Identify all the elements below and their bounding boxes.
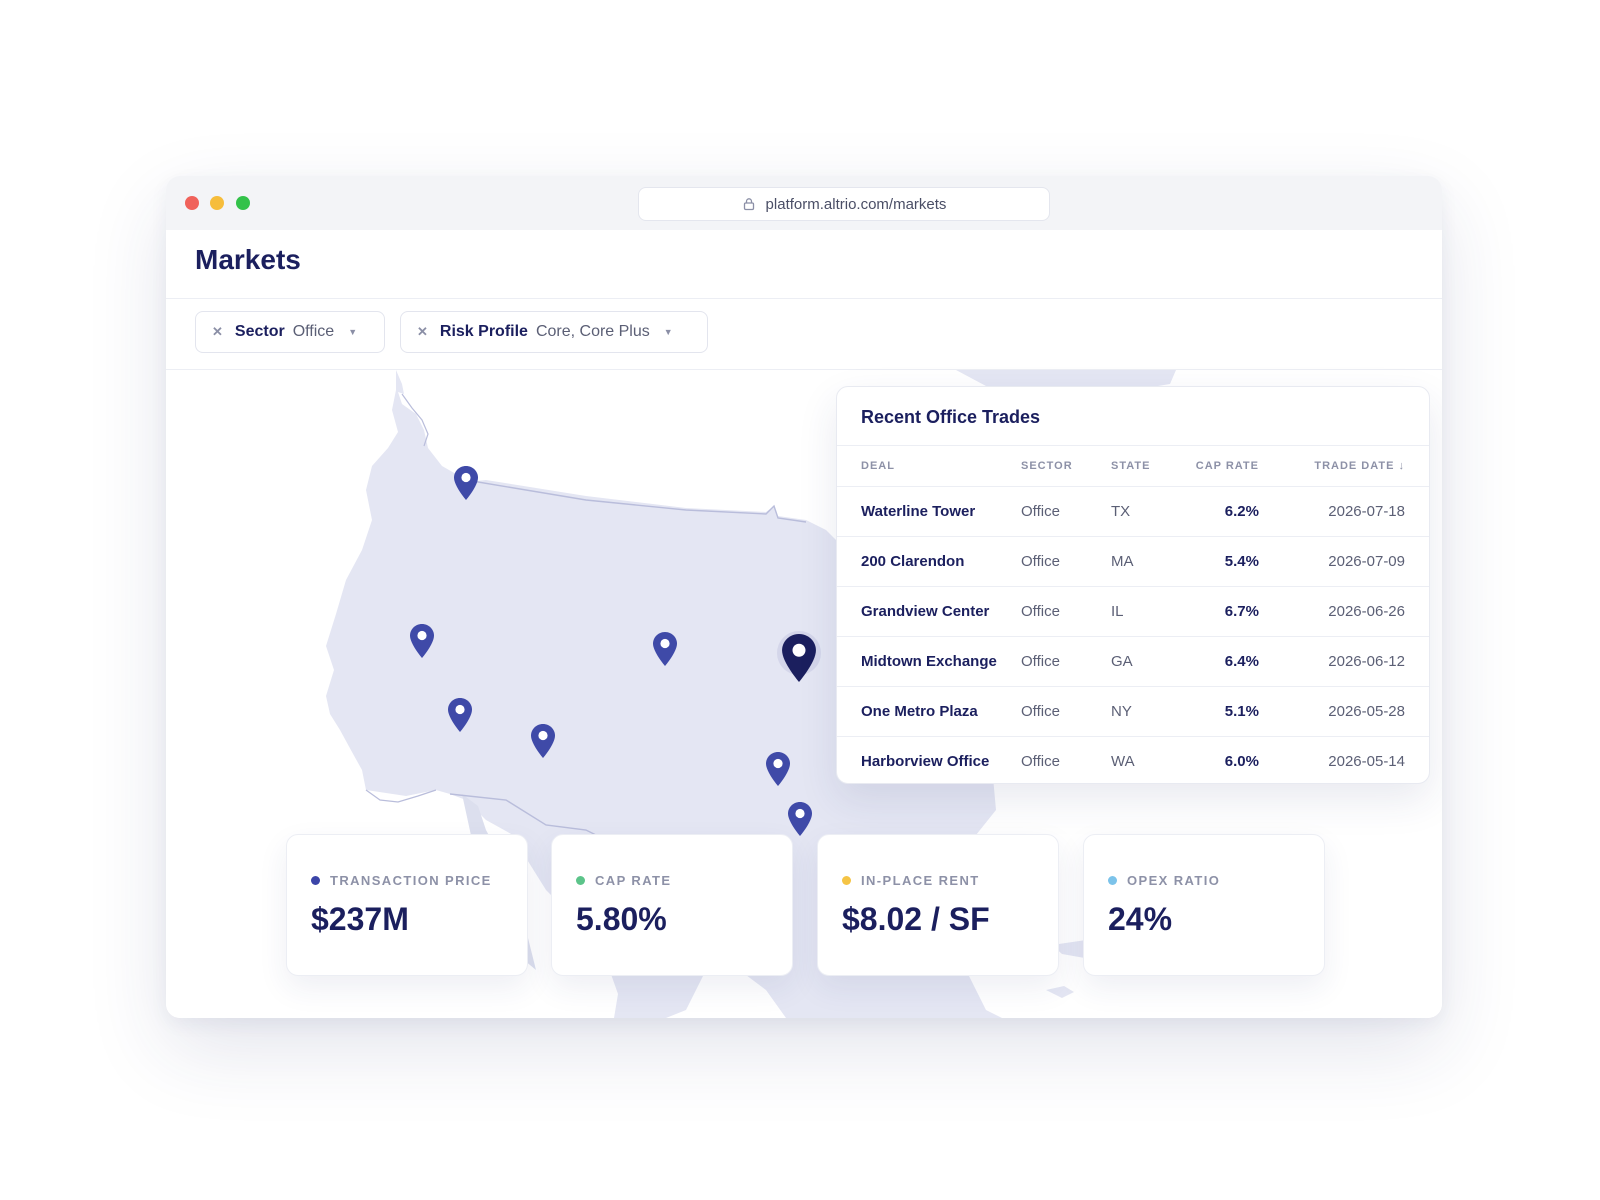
- legend-dot-icon: [311, 876, 320, 885]
- sector-cell: Office: [1021, 636, 1111, 687]
- cap-rate-cell: 5.4%: [1189, 536, 1259, 587]
- kpi-value: $237M: [311, 901, 409, 937]
- filter-value: Core, Core Plus: [535, 323, 650, 340]
- table-row[interactable]: Waterline Tower Office TX 6.2% 2026-07-1…: [837, 486, 1429, 537]
- table-row[interactable]: Grandview Center Office IL 6.7% 2026-06-…: [837, 586, 1429, 637]
- deal-name[interactable]: Grandview Center: [837, 586, 1021, 637]
- kpi-label: OPEX RATIO: [1108, 873, 1220, 888]
- table-header-row: DEAL SECTOR STATE CAP RATE TRADE DATE ↓: [837, 445, 1429, 487]
- sector-cell: Office: [1021, 586, 1111, 637]
- kpi-card-transaction-price: TRANSACTION PRICE $237M: [286, 834, 528, 976]
- filter-key: Sector: [234, 323, 285, 340]
- trade-date-cell: 2026-06-26: [1259, 586, 1429, 637]
- state-cell: MA: [1111, 536, 1189, 587]
- deal-name[interactable]: 200 Clarendon: [837, 536, 1021, 587]
- column-header-cap-rate[interactable]: CAP RATE: [1189, 445, 1259, 487]
- close-icon[interactable]: ✕: [212, 324, 223, 339]
- sector-cell: Office: [1021, 486, 1111, 537]
- column-header-deal[interactable]: DEAL: [837, 445, 1021, 487]
- browser-window: platform.altrio.com/markets Markets ✕ Se…: [166, 176, 1442, 1018]
- column-header-sector[interactable]: SECTOR: [1021, 445, 1111, 487]
- deal-name[interactable]: One Metro Plaza: [837, 686, 1021, 737]
- browser-chrome: platform.altrio.com/markets: [166, 176, 1442, 230]
- lock-icon: [743, 198, 754, 211]
- minimize-window-button[interactable]: [210, 196, 224, 210]
- filter-chip-sector[interactable]: ✕ Sector Office ▼: [195, 311, 385, 353]
- cap-rate-cell: 6.7%: [1189, 586, 1259, 637]
- trade-date-cell: 2026-06-12: [1259, 636, 1429, 687]
- column-header-state[interactable]: STATE: [1111, 445, 1189, 487]
- filter-value: Office: [292, 323, 335, 340]
- table-row[interactable]: 200 Clarendon Office MA 5.4% 2026-07-09: [837, 536, 1429, 587]
- kpi-label-text: OPEX RATIO: [1127, 873, 1221, 888]
- url-text: platform.altrio.com/markets: [765, 195, 947, 213]
- legend-dot-icon: [576, 876, 585, 885]
- column-header-trade-date[interactable]: TRADE DATE ↓: [1259, 445, 1429, 487]
- close-window-button[interactable]: [185, 196, 199, 210]
- cap-rate-cell: 6.4%: [1189, 636, 1259, 687]
- kpi-card-cap-rate: CAP RATE 5.80%: [551, 834, 793, 976]
- panel-title: Recent Office Trades: [861, 407, 1041, 427]
- kpi-label-text: TRANSACTION PRICE: [330, 873, 492, 888]
- recent-trades-panel: Recent Office Trades DEAL SECTOR STATE C…: [836, 386, 1430, 784]
- kpi-label-text: CAP RATE: [595, 873, 672, 888]
- table-row[interactable]: Midtown Exchange Office GA 6.4% 2026-06-…: [837, 636, 1429, 687]
- kpi-label: IN-PLACE RENT: [842, 873, 980, 888]
- coastline: [401, 393, 429, 447]
- trades-table: DEAL SECTOR STATE CAP RATE TRADE DATE ↓ …: [837, 445, 1429, 784]
- kpi-card-in-place-rent: IN-PLACE RENT $8.02 / SF: [817, 834, 1059, 976]
- chevron-down-icon[interactable]: ▼: [663, 327, 673, 337]
- trade-date-cell: 2026-05-28: [1259, 686, 1429, 737]
- kpi-label: CAP RATE: [576, 873, 671, 888]
- state-cell: NY: [1111, 686, 1189, 737]
- kpi-label-text: IN-PLACE RENT: [861, 873, 980, 888]
- state-cell: WA: [1111, 753, 1135, 770]
- land-mass-north: [956, 370, 1176, 390]
- state-cell: GA: [1111, 636, 1189, 687]
- cap-rate-cell: 5.1%: [1189, 686, 1259, 737]
- kpi-value: 5.80%: [576, 901, 667, 937]
- page-header: Markets: [166, 230, 1442, 299]
- chevron-down-icon[interactable]: ▼: [348, 327, 358, 337]
- pacific-coastline: [365, 789, 437, 803]
- deal-name[interactable]: Midtown Exchange: [837, 636, 1021, 687]
- filter-key: Risk Profile: [439, 323, 528, 340]
- map-pin-selected[interactable]: [777, 631, 821, 682]
- sector-cell: Office: [1021, 536, 1111, 587]
- state-cell: IL: [1111, 586, 1189, 637]
- maximize-window-button[interactable]: [236, 196, 250, 210]
- state-cell: TX: [1111, 486, 1189, 537]
- close-icon[interactable]: ✕: [417, 324, 428, 339]
- table-row[interactable]: One Metro Plaza Office NY 5.1% 2026-05-2…: [837, 686, 1429, 737]
- legend-dot-icon: [1108, 876, 1117, 885]
- kpi-value: $8.02 / SF: [842, 901, 990, 937]
- canada-border: [465, 479, 807, 523]
- table-row[interactable]: Harborview Office Office WA 6.0% 2026-05…: [837, 737, 1429, 784]
- page-title: Markets: [195, 244, 301, 275]
- kpi-label: TRANSACTION PRICE: [311, 873, 492, 888]
- sector-cell: Office: [1021, 753, 1060, 770]
- kpi-card-opex-ratio: OPEX RATIO 24%: [1083, 834, 1325, 976]
- sector-cell: Office: [1021, 686, 1111, 737]
- filter-bar: ✕ Sector Office ▼ ✕ Risk Profile Core, C…: [166, 299, 1442, 370]
- legend-dot-icon: [842, 876, 851, 885]
- cap-rate-cell: 6.2%: [1189, 486, 1259, 537]
- deal-name[interactable]: Harborview Office: [861, 753, 990, 770]
- trade-date-cell: 2026-07-18: [1259, 486, 1429, 537]
- caribbean-island: [1046, 986, 1074, 998]
- address-bar[interactable]: platform.altrio.com/markets: [638, 187, 1050, 221]
- filter-chip-risk-profile[interactable]: ✕ Risk Profile Core, Core Plus ▼: [400, 311, 708, 353]
- trade-date-cell: 2026-07-09: [1259, 536, 1429, 587]
- kpi-value: 24%: [1108, 901, 1173, 937]
- trade-date-cell: 2026-05-14: [1328, 753, 1405, 770]
- deal-name[interactable]: Waterline Tower: [837, 486, 1021, 537]
- cap-rate-cell: 6.0%: [1224, 753, 1259, 770]
